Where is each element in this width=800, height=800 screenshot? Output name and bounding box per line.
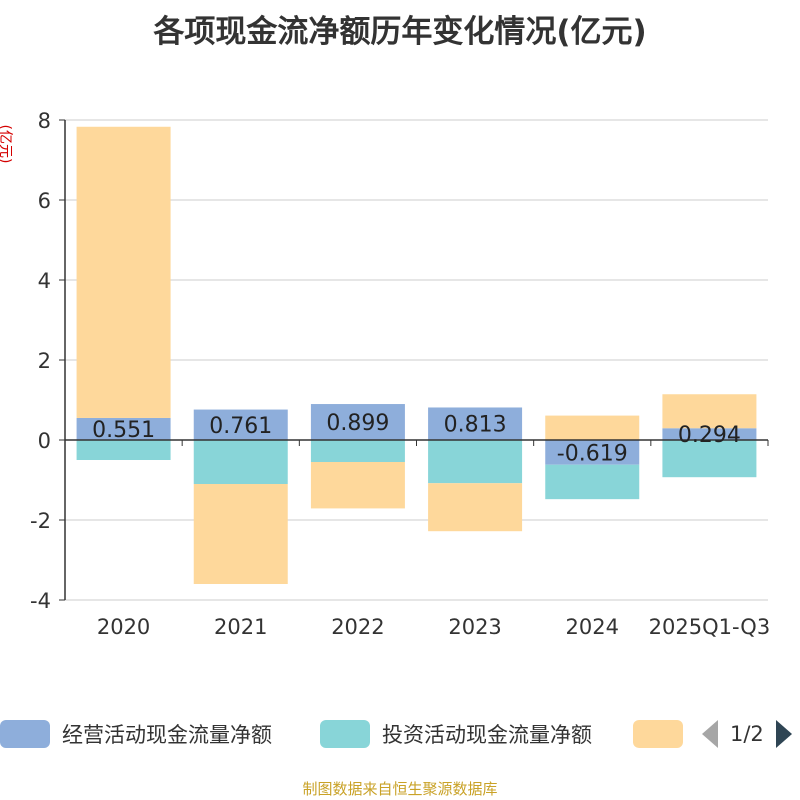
- legend: 经营活动现金流量净额 投资活动现金流量净额: [0, 716, 800, 752]
- data-label-operating: 0.813: [444, 413, 507, 438]
- bar-operating-2022[interactable]: [310, 404, 405, 440]
- y-tick-label: -4: [30, 589, 51, 613]
- x-tick-label: 2022: [331, 615, 384, 639]
- x-tick-label: 2023: [448, 615, 501, 639]
- bar-investing-2025Q1-Q3[interactable]: [662, 440, 757, 478]
- bar-investing-2021[interactable]: [193, 440, 288, 484]
- legend-swatch-financing: [633, 720, 683, 748]
- bar-investing-2023[interactable]: [428, 440, 523, 484]
- legend-swatch-operating: [0, 720, 50, 748]
- x-tick-label: 2021: [214, 615, 267, 639]
- x-tick-label: 2025Q1-Q3: [649, 615, 771, 639]
- legend-pager: 1/2: [702, 716, 792, 752]
- data-label-operating: 0.761: [209, 414, 272, 439]
- data-label-operating: 0.551: [92, 418, 155, 443]
- x-tick-label: 2024: [566, 615, 619, 639]
- legend-page-indicator: 1/2: [730, 722, 764, 746]
- data-label-operating: 0.294: [678, 423, 741, 448]
- legend-label-operating: 经营活动现金流量净额: [62, 723, 272, 747]
- bar-operating-2025Q1-Q3[interactable]: [662, 428, 757, 440]
- bar-financing-2022[interactable]: [310, 462, 405, 509]
- y-tick-label: 2: [38, 349, 51, 373]
- bar-chart: -4 -2 0 2 4 6 8 2020 2021 2022 2023 2024 2025Q1-Q3 0…: [30, 109, 771, 639]
- data-source-footer: 制图数据来自恒生聚源数据库: [302, 780, 498, 798]
- legend-swatch-investing: [320, 720, 370, 748]
- y-tick-label: -2: [30, 509, 51, 533]
- legend-item-financing[interactable]: [633, 716, 683, 752]
- bar-operating-2023[interactable]: [428, 407, 523, 440]
- y-tick-label: 6: [38, 189, 51, 213]
- legend-next-page-icon[interactable]: [775, 720, 792, 748]
- legend-label-investing: 投资活动现金流量净额: [382, 723, 592, 747]
- bar-investing-2024[interactable]: [545, 464, 640, 500]
- bar-financing-2025Q1-Q3[interactable]: [662, 394, 757, 429]
- bar-financing-2020[interactable]: [76, 126, 171, 418]
- chart-title: 各项现金流净额历年变化情况(亿元): [153, 14, 647, 50]
- legend-item-operating[interactable]: 经营活动现金流量净额: [0, 716, 272, 752]
- bar-financing-2023[interactable]: [428, 483, 523, 532]
- y-tick-label: 8: [38, 109, 51, 133]
- y-tick-label: 0: [38, 429, 51, 453]
- x-tick-label: 2020: [97, 615, 150, 639]
- y-tick-label: 4: [38, 269, 51, 293]
- bar-investing-2022[interactable]: [310, 440, 405, 462]
- bar-operating-2020[interactable]: [76, 417, 171, 440]
- data-label-operating: 0.899: [326, 411, 389, 436]
- bar-financing-2021[interactable]: [193, 484, 288, 584]
- legend-item-investing[interactable]: 投资活动现金流量净额: [320, 716, 592, 752]
- bar-financing-2024[interactable]: [545, 415, 640, 440]
- data-label-operating: -0.619: [557, 441, 628, 466]
- bar-operating-2021[interactable]: [193, 409, 288, 440]
- bar-investing-2020[interactable]: [76, 440, 171, 460]
- legend-prev-page-icon[interactable]: [702, 720, 718, 748]
- bar-operating-2024[interactable]: [545, 440, 640, 465]
